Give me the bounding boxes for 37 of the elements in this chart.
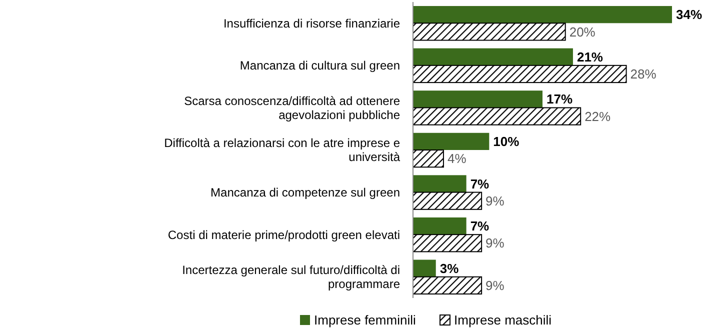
data-label: 9%	[486, 193, 505, 208]
y-tick-label: Costi di materie prime/prodotti green elevati	[168, 228, 400, 242]
y-tick-label: Scarsa conoscenza/difficoltà ad ottenere agevolazioni pubbliche	[184, 94, 400, 122]
y-tick-label: Mancanza di cultura sul green	[240, 58, 400, 73]
data-label: 20%	[569, 24, 596, 40]
data-label: 10%	[493, 134, 520, 149]
bar	[413, 132, 490, 150]
data-label: 3%	[440, 260, 460, 276]
bar	[412, 22, 566, 41]
data-label: 7%	[470, 218, 490, 234]
bar	[412, 150, 444, 168]
y-tick-label: Difficoltà a relazionarsi con le atre imprese e università	[164, 136, 400, 164]
data-label: 7%	[470, 176, 490, 192]
legend-label: Imprese maschili	[454, 312, 552, 328]
bar	[412, 192, 482, 210]
y-tick-label: Insufficienza di risorse finanziarie	[223, 16, 400, 30]
data-label: 21%	[576, 49, 604, 64]
legend-label: Imprese femminili	[314, 312, 416, 328]
bar	[413, 260, 436, 277]
y-tick-label: Mancanza di competenze sul green	[210, 185, 400, 200]
y-tick-label: Incertezza generale sul futuro/difficoltà di programmare	[182, 263, 400, 292]
data-label: 4%	[447, 151, 467, 166]
bar	[413, 90, 542, 108]
bar	[412, 234, 482, 252]
bar	[413, 217, 466, 235]
bar	[412, 276, 482, 294]
data-label: 9%	[486, 236, 505, 251]
bar	[412, 64, 627, 84]
data-label: 28%	[630, 66, 657, 82]
data-label: 22%	[584, 108, 612, 124]
bar	[413, 175, 466, 192]
bar	[413, 48, 573, 66]
data-label: 34%	[676, 7, 702, 22]
bar	[412, 107, 582, 126]
data-label: 9%	[486, 278, 505, 293]
bar	[413, 6, 672, 24]
data-label: 17%	[546, 92, 573, 107]
